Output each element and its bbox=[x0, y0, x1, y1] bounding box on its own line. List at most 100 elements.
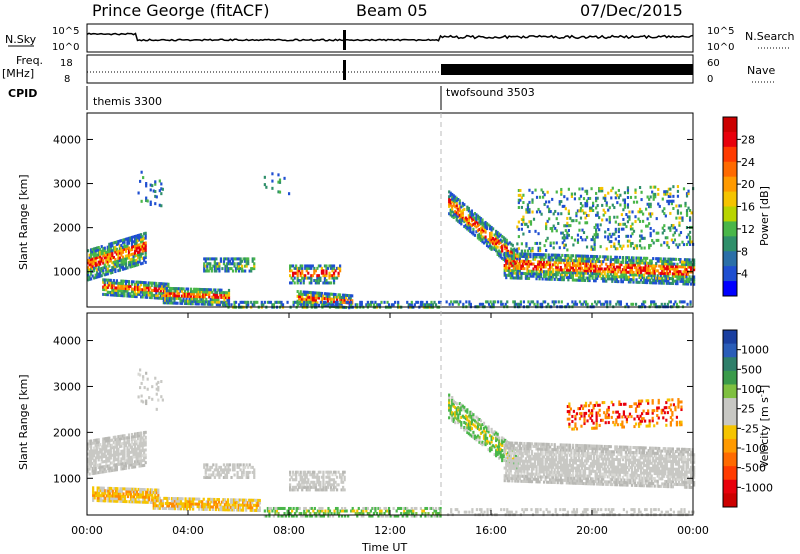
heatmap-cell bbox=[544, 270, 547, 274]
heatmap-cell bbox=[452, 213, 455, 217]
heatmap-cell bbox=[100, 460, 103, 464]
heatmap-cell bbox=[638, 263, 641, 267]
heatmap-cell bbox=[311, 473, 314, 477]
heatmap-cell bbox=[241, 300, 244, 304]
heatmap-cell bbox=[117, 289, 120, 293]
heatmap-cell bbox=[636, 271, 640, 275]
heatmap-cell bbox=[332, 264, 336, 268]
heatmap-cell bbox=[87, 261, 90, 265]
heatmap-cell bbox=[561, 258, 564, 262]
heatmap-cell bbox=[142, 493, 145, 497]
heatmap-cell bbox=[538, 255, 541, 259]
heatmap-cell bbox=[517, 189, 520, 193]
heatmap-cell bbox=[91, 466, 94, 470]
heatmap-cell bbox=[508, 259, 511, 263]
heatmap-cell bbox=[515, 276, 518, 280]
heatmap-cell bbox=[518, 264, 521, 268]
heatmap-cell bbox=[604, 230, 607, 234]
heatmap-cell bbox=[203, 295, 206, 299]
heatmap-cell bbox=[90, 444, 93, 448]
heatmap-cell bbox=[202, 497, 205, 501]
heatmap-cell bbox=[323, 276, 327, 280]
heatmap-cell bbox=[247, 262, 250, 266]
heatmap-cell bbox=[576, 271, 579, 275]
heatmap-cell bbox=[562, 270, 565, 274]
heatmap-cell bbox=[648, 197, 651, 201]
heatmap-cell bbox=[205, 300, 208, 304]
heatmap-cell bbox=[225, 264, 229, 268]
heatmap-cell bbox=[657, 238, 660, 242]
heatmap-cell bbox=[114, 494, 117, 498]
heatmap-cell bbox=[475, 218, 478, 222]
heatmap-cell bbox=[595, 235, 598, 239]
heatmap-cell bbox=[114, 250, 117, 254]
heatmap-cell bbox=[328, 264, 331, 268]
heatmap-cell bbox=[563, 224, 566, 228]
heatmap-cell bbox=[665, 264, 668, 268]
heatmap-cell bbox=[102, 445, 105, 449]
heatmap-cell bbox=[215, 468, 218, 472]
heatmap-cell bbox=[262, 303, 265, 307]
heatmap-cell bbox=[566, 197, 569, 201]
heatmap-cell bbox=[550, 277, 553, 281]
heatmap-cell bbox=[323, 264, 327, 268]
heatmap-cell bbox=[602, 277, 605, 281]
heatmap-cell bbox=[451, 195, 454, 199]
heatmap-cell bbox=[101, 491, 104, 495]
heatmap-cell bbox=[121, 241, 125, 245]
heatmap-cell bbox=[159, 294, 162, 298]
heatmap-cell bbox=[117, 452, 120, 456]
heatmap-cell bbox=[499, 240, 502, 244]
heatmap-cell bbox=[163, 496, 166, 500]
heatmap-cell bbox=[115, 247, 118, 251]
heatmap-cell bbox=[609, 260, 612, 264]
heatmap-cell bbox=[481, 240, 484, 244]
heatmap-cell bbox=[300, 303, 303, 307]
heatmap-cell bbox=[674, 300, 677, 304]
heatmap-cell bbox=[291, 509, 294, 513]
heatmap-cell bbox=[90, 255, 93, 259]
heatmap-cell bbox=[104, 491, 107, 495]
heatmap-cell bbox=[516, 252, 519, 256]
heatmap-cell bbox=[452, 194, 455, 198]
heatmap-cell bbox=[155, 496, 158, 500]
heatmap-cell bbox=[234, 500, 237, 504]
heatmap-cell bbox=[638, 256, 641, 260]
heatmap-cell bbox=[478, 227, 481, 231]
heatmap-cell bbox=[327, 506, 330, 510]
heatmap-cell bbox=[685, 194, 689, 198]
heatmap-cell bbox=[538, 249, 542, 253]
heatmap-cell bbox=[112, 440, 115, 444]
heatmap-cell bbox=[366, 506, 369, 510]
heatmap-cell bbox=[296, 290, 299, 294]
heatmap-cell bbox=[289, 506, 292, 510]
heatmap-cell bbox=[296, 271, 299, 275]
heatmap-cell bbox=[93, 261, 96, 265]
heatmap-cell bbox=[615, 260, 618, 264]
colorbar-swatch bbox=[723, 206, 737, 222]
heatmap-cell bbox=[342, 298, 345, 302]
heatmap-cell bbox=[117, 442, 120, 446]
heatmap-cell bbox=[206, 264, 209, 268]
heatmap-cell bbox=[129, 461, 132, 465]
heatmap-cell bbox=[203, 288, 206, 292]
heatmap-cell bbox=[184, 507, 187, 511]
heatmap-cell bbox=[112, 445, 115, 449]
heatmap-cell bbox=[326, 483, 330, 487]
heatmap-cell bbox=[164, 291, 167, 295]
heatmap-cell bbox=[527, 272, 531, 276]
heatmap-cell bbox=[283, 506, 286, 510]
heatmap-cell bbox=[97, 466, 100, 470]
heatmap-cell bbox=[524, 255, 528, 259]
heatmap-cell bbox=[338, 298, 342, 302]
heatmap-cell bbox=[189, 502, 192, 506]
heatmap-cell bbox=[254, 300, 257, 304]
heatmap-cell bbox=[225, 503, 228, 507]
heatmap-cell bbox=[629, 273, 632, 277]
heatmap-cell bbox=[481, 302, 485, 306]
heatmap-cell bbox=[667, 245, 670, 249]
heatmap-cell bbox=[130, 245, 134, 249]
heatmap-cell bbox=[92, 493, 95, 497]
heatmap-cell bbox=[685, 275, 688, 279]
heatmap-cell bbox=[193, 292, 196, 296]
